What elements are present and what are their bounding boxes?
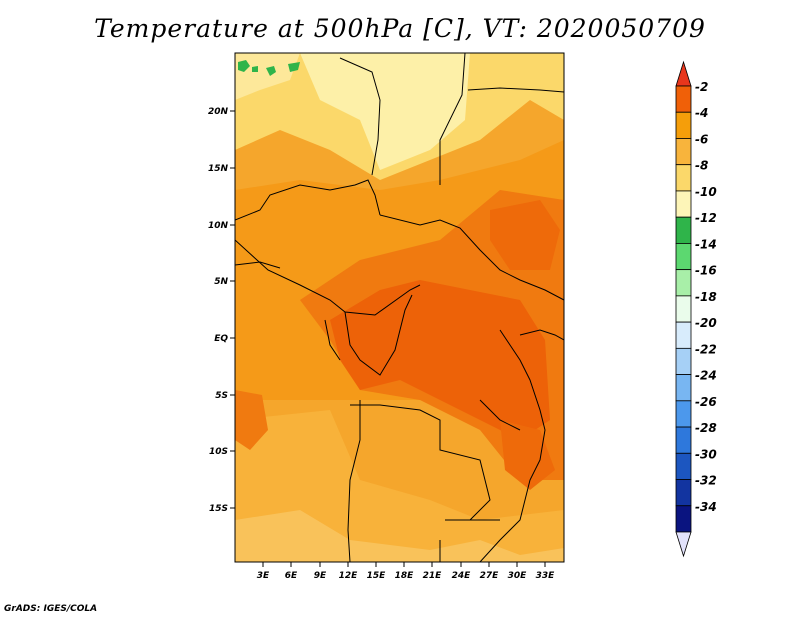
temperature-field <box>235 53 564 562</box>
lat-label: 20N <box>208 107 229 117</box>
legend-label: -14 <box>695 237 717 251</box>
legend-swatch <box>675 400 692 428</box>
lon-label: 30E <box>508 571 528 581</box>
legend-arrow-top <box>675 60 692 87</box>
lat-label: 5S <box>215 391 228 401</box>
legend-swatch <box>675 347 692 375</box>
legend-label: -18 <box>695 290 717 304</box>
legend-swatch <box>675 374 692 402</box>
legend-label: -10 <box>695 185 717 199</box>
legend-label: -30 <box>695 447 717 461</box>
lat-label: 10N <box>208 221 229 231</box>
lon-label: 21E <box>423 571 443 581</box>
grads-credit: GrADS: IGES/COLA <box>4 604 98 614</box>
legend-label: -12 <box>695 211 717 225</box>
lon-label: 33E <box>536 571 556 581</box>
longitude-axis: 3E 6E 9E 12E 15E 18E 21E 24E 27E 30E 33E <box>257 562 555 581</box>
legend-swatch <box>675 216 692 244</box>
lat-label: 10S <box>209 447 228 457</box>
legend-swatch <box>675 164 692 192</box>
legend-label: -24 <box>695 369 717 383</box>
legend-swatch <box>675 111 692 139</box>
color-legend: -2 -4 -6 -8 -10 -12 -14 -16 -18 -20 -22 -24 -26 -28 -3… <box>675 60 717 558</box>
lon-label: 18E <box>395 571 415 581</box>
legend-swatch <box>675 452 692 480</box>
legend-label: -16 <box>695 264 717 278</box>
lat-label: 15S <box>209 504 228 514</box>
map-title: Temperature at 500hPa [C], VT: 202005070… <box>94 14 706 43</box>
lon-label: 12E <box>339 571 359 581</box>
lon-label: 3E <box>257 571 270 581</box>
legend-swatch <box>675 85 692 113</box>
lat-label: 5N <box>214 277 228 287</box>
legend-label: -32 <box>695 474 717 488</box>
country-borders <box>235 53 564 562</box>
lat-label: EQ <box>214 334 228 344</box>
legend-swatch <box>675 426 692 454</box>
legend-swatch <box>675 321 692 349</box>
legend-swatch <box>675 505 692 533</box>
legend-swatch <box>675 269 692 297</box>
legend-swatch <box>675 138 692 166</box>
legend-arrow-bottom <box>675 531 692 558</box>
map-frame <box>234 52 565 563</box>
legend-label: -6 <box>695 132 708 146</box>
lon-label: 15E <box>367 571 387 581</box>
legend-swatch <box>675 479 692 507</box>
lat-label: 15N <box>208 164 229 174</box>
legend-label: -34 <box>695 500 717 514</box>
lon-label: 24E <box>452 571 472 581</box>
legend-label: -2 <box>695 80 708 94</box>
legend-label: -8 <box>695 159 708 173</box>
legend-label: -20 <box>695 316 717 330</box>
legend-swatch <box>675 295 692 323</box>
legend-label: -26 <box>695 395 717 409</box>
legend-label: -4 <box>695 106 708 120</box>
lon-label: 27E <box>480 571 500 581</box>
legend-swatch <box>675 190 692 218</box>
legend-label: -22 <box>695 342 717 356</box>
legend-swatch <box>675 243 692 271</box>
legend-label: -28 <box>695 421 717 435</box>
latitude-axis: 20N 15N 10N 5N EQ 5S 10S 15S <box>208 107 235 514</box>
lon-label: 9E <box>314 571 327 581</box>
lon-label: 6E <box>285 571 298 581</box>
